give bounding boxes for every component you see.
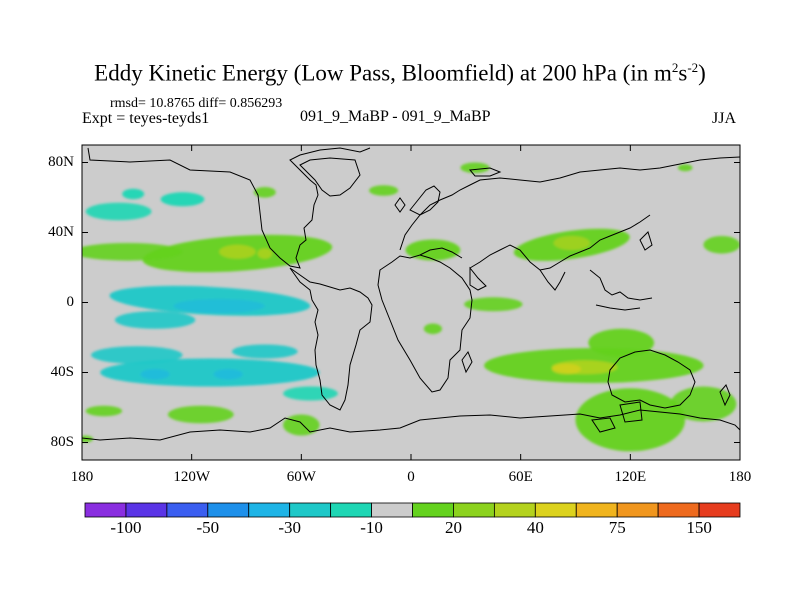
y-tick-label: 0 [66,293,75,310]
field-region-34 [231,344,298,359]
colorbar-tick-label: 40 [526,518,544,537]
colorbar [84,502,741,518]
colorbar-swatch [207,502,250,518]
colorbar-swatch [534,502,577,518]
colorbar-tick-label: -100 [110,518,142,537]
colorbar-swatch [493,502,536,518]
field-region-17 [551,363,582,375]
colorbar-swatch [84,502,127,518]
field-region-9 [553,236,591,250]
y-tick-label: 40N [48,223,74,240]
colorbar-tick-label: -10 [360,518,383,537]
field-region-32 [213,369,243,380]
field-region-6 [253,187,276,198]
field-region-21 [283,414,320,436]
colorbar-swatch [371,502,413,518]
chart-title: Eddy Kinetic Energy (Low Pass, Bloomfiel… [94,60,706,86]
field-region-33 [91,346,183,364]
colorbar-swatch [289,502,332,518]
axis-ticks [81,145,741,460]
colorbar-tick-label: -50 [196,518,220,537]
colorbar-swatch [330,502,372,518]
field-region-31 [140,369,170,380]
x-tick-label: 180 [70,469,94,485]
y-tick-label: 80N [48,153,74,170]
x-tick-label: 0 [407,469,415,485]
field-region-10 [703,236,740,254]
colorbar-tick-label: 20 [444,518,462,537]
experiment-label: Expt = teyes-teyds1 [82,110,210,127]
y-tick-label: 40S [50,363,74,380]
field-region-1 [219,244,256,259]
colorbar-tick-label: 150 [686,518,712,537]
coastlines [82,147,740,441]
field-region-19 [670,386,737,422]
field-region-13 [677,164,693,172]
x-tick-label: 60E [508,469,533,485]
field-region-22 [85,405,123,417]
colorbar-tick-label: -30 [278,518,302,537]
colorbar-swatch [125,502,168,518]
field-region-18 [575,388,686,452]
field-region-12 [423,323,442,335]
y-tick-label: 80S [50,433,74,450]
x-tick-label: 120W [173,469,210,485]
field-region-11 [464,297,523,312]
field-region-4 [460,162,490,174]
field-region-3 [82,243,183,261]
field-region-20 [167,405,234,424]
field-region-15 [588,328,655,357]
colorbar-swatch [412,502,454,518]
colorbar-swatch [657,502,700,518]
colorbar-swatch [248,502,291,518]
colorbar-swatch [453,502,495,518]
colorbar-tick-label: 75 [608,518,626,537]
field-region-24 [122,188,145,200]
stats-label: rmsd= 10.8765 diff= 0.856293 [110,96,283,111]
colorbar-swatch [575,502,618,518]
colorbar-swatch [698,502,741,518]
season-label: JJA [712,110,737,127]
field-region-25 [160,192,205,207]
field-region-28 [114,311,196,329]
field-region-26 [85,202,152,221]
case-label: 091_9_MaBP - 091_9_MaBP [300,108,491,125]
colorbar-swatch [616,502,659,518]
colorbar-swatch [166,502,209,518]
field-region-5 [369,185,399,196]
x-tick-label: 120E [614,469,647,485]
field-region-2 [257,248,273,259]
field-region-35 [283,386,338,401]
x-tick-label: 60W [286,469,316,485]
x-tick-label: 180 [728,469,752,485]
field-region-29 [173,299,265,313]
